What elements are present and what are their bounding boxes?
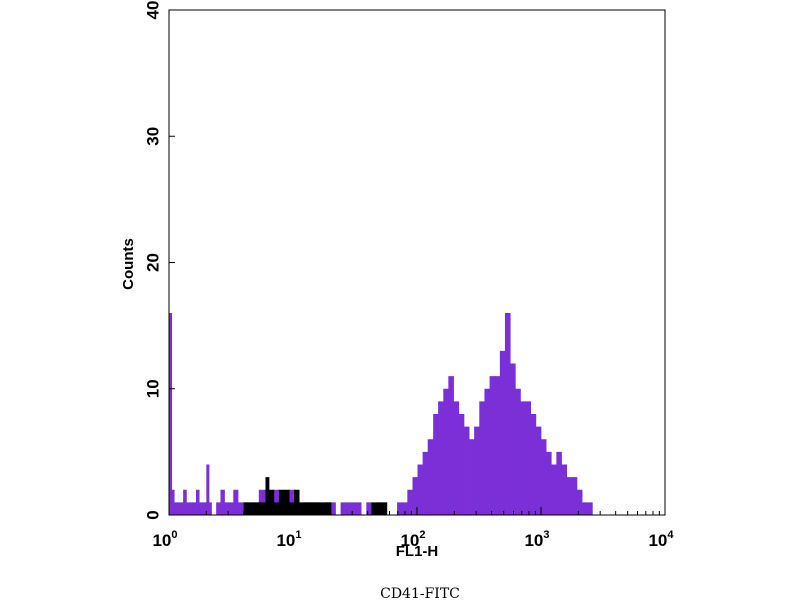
histogram-bar-0-73 — [510, 363, 516, 515]
y-tick-label: 20 — [143, 253, 162, 272]
histogram-bar-0-62 — [453, 401, 460, 515]
histogram-bar-0-60 — [443, 388, 449, 515]
histogram-bar-0-80 — [546, 451, 552, 515]
histogram-bar-0-51 — [397, 502, 403, 515]
histogram-bar-1-4 — [273, 502, 280, 515]
y-axis-title: Counts — [120, 238, 137, 290]
histogram-bar-0-63 — [458, 414, 465, 515]
histogram-bar-0-19 — [233, 489, 239, 515]
histogram-bar-0-76 — [525, 401, 532, 515]
histogram-bar-1-14 — [376, 502, 383, 515]
histogram-bar-0-10 — [199, 502, 203, 515]
histogram-bar-1-15 — [381, 502, 388, 515]
histogram-bar-0-20 — [237, 502, 245, 515]
histogram-bar-0-18 — [228, 502, 234, 515]
histogram-bar-0-40 — [340, 502, 347, 515]
histogram-bar-0-88 — [587, 502, 593, 515]
plot-frame — [168, 9, 666, 516]
histogram-bar-0-4 — [179, 502, 184, 515]
histogram-bar-0-12 — [206, 464, 210, 515]
y-tick-label: 10 — [143, 379, 162, 398]
histogram-bar-0-17 — [224, 502, 229, 515]
histogram-bar-0-69 — [489, 376, 496, 515]
histogram-bar-0-6 — [186, 502, 190, 515]
histogram-bar-0-84 — [566, 477, 573, 515]
histogram-bar-1-5 — [278, 489, 285, 515]
histogram-bar-0-1 — [171, 489, 175, 515]
chart-caption: CD41-FITC — [380, 586, 460, 600]
histogram-bar-0-68 — [484, 388, 490, 515]
histogram-bar-0-42 — [350, 502, 357, 515]
histogram-bar-0-81 — [551, 464, 557, 515]
y-tick-label: 40 — [143, 1, 162, 20]
histogram-bar-0-57 — [427, 439, 434, 515]
histogram-bar-0-79 — [540, 439, 547, 515]
histogram-bar-0-75 — [520, 401, 526, 515]
histogram-bar-0-16 — [220, 489, 225, 515]
y-tick-label: 0 — [143, 510, 162, 519]
histogram-bar-0-41 — [345, 502, 352, 515]
histogram-bar-0-9 — [195, 489, 200, 515]
histogram-bar-1-12 — [314, 502, 332, 515]
histogram-bar-0-67 — [479, 401, 485, 515]
histogram-bar-0-5 — [183, 489, 187, 515]
histogram-bar-0-7 — [189, 502, 194, 515]
histogram-bar-0-2 — [174, 502, 178, 515]
histogram-bar-0-74 — [515, 388, 521, 515]
histogram-bar-0-8 — [192, 502, 197, 515]
histogram-bar-0-56 — [422, 451, 429, 515]
histogram-bar-0-38 — [330, 502, 336, 515]
histogram-bar-0-77 — [530, 414, 537, 515]
histogram-bar-0-66 — [474, 426, 480, 515]
histogram-bar-0-52 — [402, 502, 408, 515]
histogram-bar-1-7 — [289, 502, 295, 515]
x-tick-label: 101 — [276, 529, 301, 550]
histogram-bar-0-70 — [494, 376, 501, 515]
histogram-bar-1-9 — [299, 502, 305, 515]
x-tick-label: 100 — [152, 529, 177, 550]
histogram-bar-0-61 — [448, 376, 454, 515]
histogram-bar-0-54 — [412, 477, 418, 515]
histogram-bar-1-8 — [294, 489, 300, 515]
x-tick-label: 102 — [400, 529, 425, 550]
histogram-bar-1-11 — [309, 502, 316, 515]
x-axis-title: FL1-H — [396, 543, 439, 560]
histogram-bar-0-64 — [463, 426, 470, 515]
histogram-bar-1-10 — [304, 502, 310, 515]
histogram-bar-1-2 — [265, 477, 270, 515]
histogram-bar-0-82 — [556, 451, 562, 515]
histogram-bar-1-1 — [258, 502, 266, 515]
histogram-bar-0-86 — [576, 489, 583, 515]
plot-bars — [169, 313, 593, 515]
y-tick-label: 30 — [143, 127, 162, 146]
histogram-bar-1-6 — [284, 489, 290, 515]
histogram-bar-0-43 — [355, 502, 362, 515]
histogram-bar-0-71 — [499, 350, 506, 515]
histogram-bar-0-45 — [366, 502, 372, 515]
histogram-bar-0-78 — [535, 426, 542, 515]
x-tick-label: 104 — [648, 529, 674, 550]
histogram-bar-0-83 — [561, 464, 568, 515]
y-axis-ticks: 0 10 20 30 40 — [143, 1, 175, 520]
histogram-bar-0-53 — [407, 489, 413, 515]
histogram-bar-1-0 — [243, 502, 260, 515]
histogram-bar-0-72 — [504, 313, 511, 515]
histogram-bar-0-58 — [433, 414, 439, 515]
histogram-bar-0-13 — [208, 502, 212, 515]
histogram-bar-0-55 — [417, 464, 424, 515]
histogram-bar-0-3 — [176, 502, 181, 515]
x-tick-label: 103 — [524, 529, 549, 550]
histogram-bar-0-65 — [469, 439, 475, 515]
x-axis-ticks: 100 101 102 103 104 — [152, 507, 674, 550]
histogram-bar-1-3 — [268, 489, 275, 515]
histogram-bar-0-87 — [582, 502, 588, 515]
histogram-bar-0-11 — [202, 502, 207, 515]
histogram-bar-1-13 — [371, 502, 377, 515]
histogram-bar-0-59 — [438, 401, 444, 515]
histogram-bar-0-85 — [571, 477, 578, 515]
histogram-bar-0-15 — [216, 502, 221, 515]
histogram-bar-0-0 — [169, 313, 173, 515]
